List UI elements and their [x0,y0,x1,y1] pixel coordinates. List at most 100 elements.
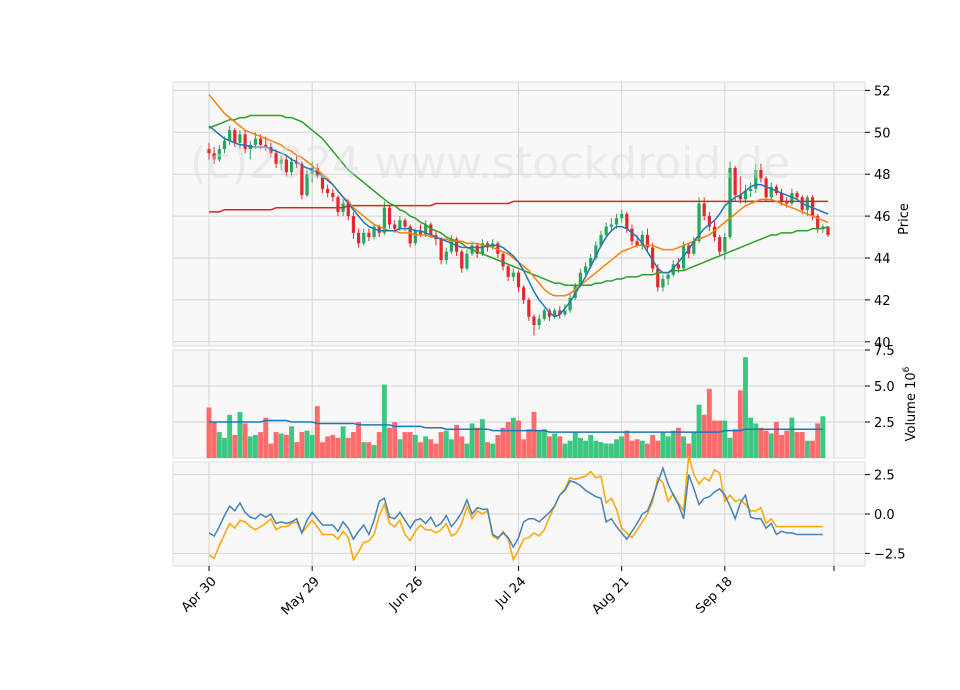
volume-bar [474,427,480,458]
candle-body [738,195,742,200]
candle-body [661,278,665,288]
price-y-tick-label: 40 [874,336,891,351]
candle-body [253,138,258,145]
candle-body [320,176,325,189]
candle-body [289,161,294,173]
candle-body [367,232,371,238]
volume-bar [794,432,800,458]
candle-body [718,237,722,252]
candle-body [671,264,675,275]
volume-bar [614,439,619,458]
volume-bar [340,426,346,458]
volume-bar [289,426,294,458]
volume-bar [356,422,362,458]
volume-bar [376,432,382,458]
candle-body [640,234,644,246]
volume-bar [361,442,367,458]
volume-bar [423,436,429,458]
volume-bar [454,424,460,458]
candle-body [594,245,598,258]
volume-bar [748,417,754,458]
candle-body [300,163,304,196]
volume-panel: 2.5 5.0 7.5 [172,344,895,459]
volume-bar [789,417,795,458]
volume-bar [381,384,387,458]
volume-axis-label-text: Volume [904,393,919,441]
volume-bar [438,432,444,458]
candle-body [749,188,753,191]
candle-body [769,186,773,198]
volume-bar [516,420,521,458]
volume-bar [387,427,392,458]
volume-bar [650,434,656,458]
volume-bar [412,434,418,458]
volume-bar [490,443,496,458]
volume-bar [670,430,676,458]
candle-body [764,178,768,198]
volume-bar [779,434,785,458]
volume-bar [258,432,264,458]
candle-body [382,207,386,233]
price-y-tick-label: 48 [874,168,891,183]
candle-body [387,207,392,225]
volume-bar [536,430,542,458]
volume-bar [325,436,331,458]
volume-bar [619,436,625,458]
volume-bar [222,437,227,458]
volume-bar [366,442,372,458]
watermark: (c)2024 www.stockdroid.de [190,138,790,189]
volume-bar [603,443,609,458]
candle-body [522,287,526,300]
volume-y-tick-label: 5.0 [874,380,895,395]
volume-bar [531,411,537,458]
volume-bar [639,440,645,458]
candle-body [413,230,417,244]
volume-axis-label: Volume 106 [902,366,919,441]
x-tick-label: Jul 24 [492,574,529,611]
candle-body [707,216,711,227]
volume-bar [320,442,325,458]
candle-body [284,159,288,173]
candle-body [331,193,335,198]
volume-bar [268,443,274,458]
volume-bar [304,430,310,458]
volume-bar [820,416,826,458]
candle-body [305,174,309,196]
candle-body [460,251,464,269]
osc-y-tick-label: 0.0 [874,508,895,523]
volume-bar [216,432,222,458]
candle-body [346,203,350,217]
volume-bar [397,439,403,458]
candle-body [604,226,608,235]
volume-bar [572,432,578,458]
x-tick-label: Aug 21 [589,574,632,617]
candle-body [217,149,221,160]
volume-bar [562,443,568,458]
volume-bar [443,430,449,458]
candle-body [336,197,340,212]
volume-bar [583,440,589,458]
volume-bar [500,427,506,458]
volume-bar [712,420,717,458]
volume-bar [314,406,320,458]
candle-body [351,216,356,233]
volume-bar [557,436,563,458]
volume-bar [345,437,351,458]
volume-bar [691,432,697,458]
candle-body [826,226,830,235]
candle-body [465,253,469,269]
candle-body [429,224,433,235]
oscillator-series-b-line [208,455,823,562]
candle-body [264,144,268,147]
candle-body [222,140,227,150]
candle-body [583,266,588,273]
candle-body [821,226,825,229]
volume-bar [546,436,552,458]
volume-bar [309,434,315,458]
volume-bar [753,423,759,458]
candle-body [754,170,758,189]
volume-bar [541,429,547,458]
candle-body [645,234,650,248]
osc-y-tick-label: 2.5 [874,469,895,484]
price-panel: 40 42 44 46 48 50 52 [172,81,891,351]
